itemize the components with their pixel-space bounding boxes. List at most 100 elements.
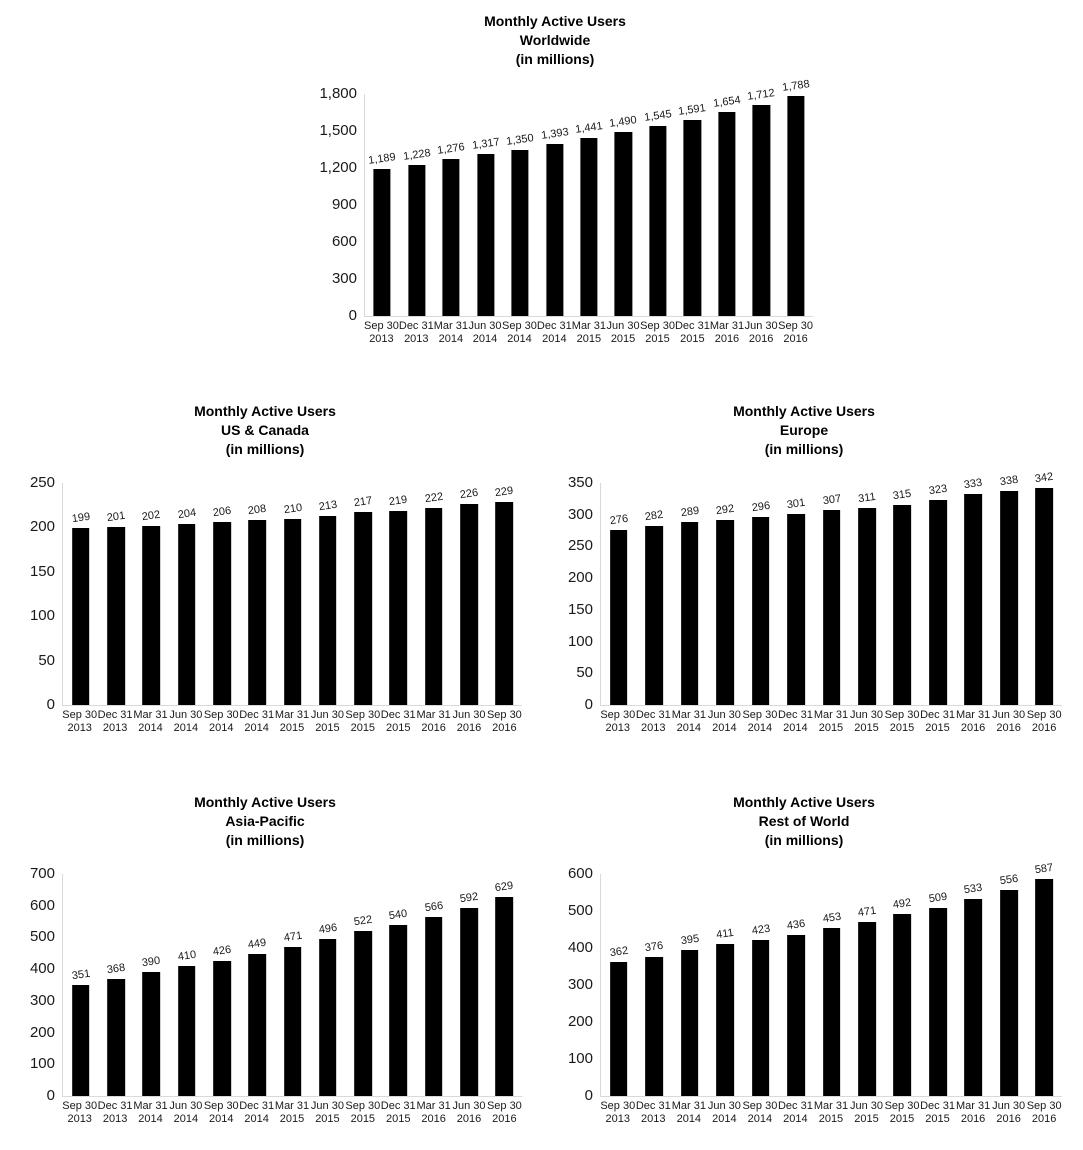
bar-value-label: 368 [106,962,126,977]
x-tick-year: 2014 [244,1113,269,1125]
x-axis-tick-label: Dec 31 2014 [778,1100,814,1126]
bar-value-label: 449 [247,936,268,951]
bar-value-label: 1,712 [746,87,776,103]
x-axis-tick-label: Mar 31 2016 [710,320,744,346]
x-tick-date: Sep 30 [742,1100,778,1112]
bar [580,138,598,316]
x-axis-tick-label: Jun 30 2014 [707,709,743,735]
x-tick-date: Dec 31 [380,709,416,721]
bar [787,514,805,705]
x-tick-year: 2015 [610,333,636,345]
y-axis-tick-label: 50 [38,651,55,669]
x-tick-date: Jun 30 [310,1100,344,1112]
x-tick-year: 2016 [492,722,517,734]
bar [373,169,391,316]
x-axis-tick-label: Mar 31 2014 [133,1100,168,1126]
x-tick-date: Jun 30 [849,1100,883,1112]
bar [424,507,443,705]
x-tick-date: Sep 30 [62,709,98,721]
bar [609,962,628,1096]
bar [683,119,701,316]
x-tick-date: Sep 30 [742,709,778,721]
x-tick-year: 2014 [676,722,702,734]
x-tick-year: 2015 [889,1113,915,1125]
x-tick-date: Mar 31 [133,1100,168,1112]
x-axis-tick-label: Mar 31 2016 [955,709,991,735]
chart-title-line3: (in millions) [225,832,305,848]
x-tick-date: Jun 30 [849,709,883,721]
x-tick-year: 2013 [67,722,92,734]
bar [107,979,125,1096]
y-axis-tick-label: 200 [29,1023,55,1041]
y-axis-tick-label: 300 [567,505,593,523]
x-axis-tick-label: Dec 31 2015 [381,1100,416,1126]
x-axis-tick-label: Sep 30 2015 [640,320,675,346]
bar [213,960,231,1096]
x-axis-tick-label: Jun 30 2016 [991,1100,1027,1126]
chart-body: 600 500 400 300 200 100 0 362 376 395 411 423 436 453… [546,862,1062,1104]
bar-value-label: 208 [247,503,268,518]
y-axis: 1,800 1,500 1,200 900 600 300 0 [297,86,364,324]
x-axis-tick-label: Dec 31 2014 [778,709,814,735]
x-tick-year: 2014 [138,1113,163,1125]
bar-value-label: 533 [963,881,984,897]
bar [1035,488,1054,705]
x-tick-year: 2016 [960,722,986,734]
x-tick-year: 2013 [605,722,630,734]
x-axis-tick-label: Jun 30 2014 [707,1100,743,1126]
bar [929,907,947,1096]
chart-body: 350 300 250 200 150 100 50 0 276 282 289 292 296 301 3… [546,471,1062,713]
bar-value-label: 492 [892,896,913,912]
x-tick-year: 2013 [102,722,128,734]
bar [716,943,734,1096]
x-tick-year: 2014 [472,333,498,345]
bar-value-label: 453 [821,911,842,926]
x-tick-year: 2015 [315,722,340,734]
y-axis-tick-label: 250 [29,474,55,491]
y-axis: 350 300 250 200 150 100 50 0 [546,475,600,713]
y-axis-tick-label: 400 [29,960,55,978]
bar [718,112,736,316]
bar-value-label: 296 [750,500,771,515]
bar-value-label: 566 [423,899,444,914]
bar [929,500,947,705]
x-tick-date: Dec 31 [777,1100,813,1112]
x-tick-date: Dec 31 [239,709,275,721]
y-axis-tick-label: 200 [567,569,593,587]
x-axis-tick-label: Mar 31 2016 [955,1100,991,1126]
bar-value-label: 311 [857,490,877,505]
bar-value-label: 199 [70,511,91,526]
x-tick-date: Sep 30 [502,320,537,332]
bar [964,898,983,1096]
bar [893,505,912,705]
x-tick-year: 2015 [925,1113,950,1125]
x-tick-date: Mar 31 [416,709,451,721]
bar-value-label: 426 [211,943,232,959]
x-tick-year: 2014 [542,333,567,345]
x-axis-tick-label: Dec 31 2013 [97,1100,133,1126]
bar-value-label: 1,490 [608,114,638,131]
x-tick-date: Dec 31 [635,709,671,721]
bar [318,938,337,1096]
bar-value-label: 629 [494,879,515,894]
bar-value-label: 496 [317,921,338,936]
x-tick-date: Sep 30 [486,709,522,721]
chart-title: Monthly Active Users Worldwide (in milli… [297,12,813,69]
x-axis: Sep 30 2013 Dec 31 2013 Mar 31 2014 Jun 30 2014… [297,320,813,346]
x-tick-year: 2015 [279,722,305,734]
x-tick-year: 2015 [818,1113,844,1125]
bar-value-label: 301 [786,496,806,512]
bar-value-label: 202 [141,508,162,523]
bar [999,890,1018,1096]
y-axis-tick-label: 0 [348,307,357,324]
x-axis-tick-label: Mar 31 2014 [671,709,707,735]
y-axis-tick-label: 250 [567,537,593,555]
x-tick-date: Sep 30 [203,1100,239,1112]
bar [822,510,841,705]
y-axis-tick-label: 900 [331,196,357,213]
x-axis-tick-label: Sep 30 2016 [487,709,522,735]
chart-body: 700 600 500 400 300 200 100 0 351 368 390 410 426 449… [8,866,522,1104]
x-tick-year: 2015 [818,722,844,734]
bar-value-label: 289 [679,504,700,519]
bar-value-label: 423 [750,922,771,937]
